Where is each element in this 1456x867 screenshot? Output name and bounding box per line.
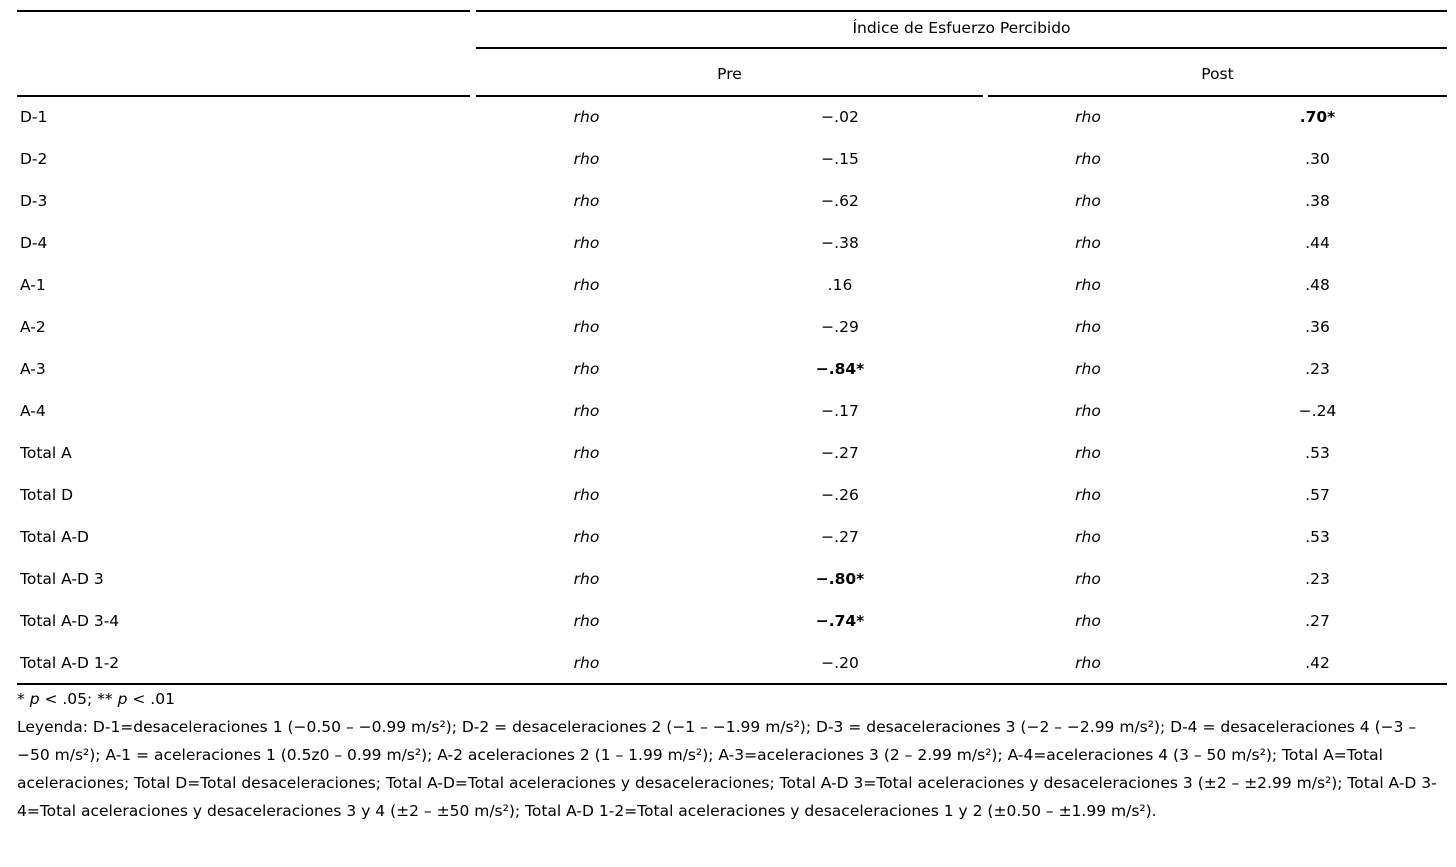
- table-rule-header-left: [17, 95, 470, 97]
- sig-end: < .01: [127, 690, 175, 708]
- stat-symbol-pre: rho: [573, 654, 600, 672]
- post-value: .53: [1305, 444, 1330, 462]
- pre-value: −.20: [821, 654, 859, 672]
- row-label: D-4: [20, 234, 48, 252]
- stat-symbol-pre: rho: [573, 234, 600, 252]
- stat-symbol-pre: rho: [573, 528, 600, 546]
- post-value: .70*: [1299, 108, 1336, 126]
- post-value: .23: [1305, 570, 1330, 588]
- stat-symbol-post: rho: [1075, 150, 1101, 168]
- pre-value: .16: [827, 276, 853, 294]
- pre-value: −.26: [821, 486, 859, 504]
- legend-text: Leyenda: D-1=desaceleraciones 1 (−0.50 –…: [17, 718, 1437, 820]
- stat-symbol-pre: rho: [573, 444, 600, 462]
- stat-symbol-post: rho: [1075, 192, 1101, 210]
- row-label: D-2: [20, 150, 48, 168]
- stat-symbol-pre: rho: [573, 360, 600, 378]
- stat-symbol-pre: rho: [573, 612, 600, 630]
- post-value: .42: [1305, 654, 1330, 672]
- stat-symbol-pre: rho: [573, 108, 600, 126]
- stat-symbol-post: rho: [1075, 528, 1101, 546]
- pre-value: −.62: [821, 192, 859, 210]
- pre-value: −.27: [821, 444, 859, 462]
- stat-symbol-post: rho: [1075, 360, 1101, 378]
- row-label: Total A-D: [20, 528, 89, 546]
- table-rule-top-right: [476, 10, 1447, 12]
- sig-p1: p: [29, 690, 40, 708]
- row-label: D-1: [20, 108, 48, 126]
- row-label: D-3: [20, 192, 48, 210]
- post-value: −.24: [1298, 402, 1337, 420]
- stat-symbol-post: rho: [1075, 234, 1101, 252]
- sig-star: *: [17, 690, 30, 708]
- row-label: A-4: [20, 402, 46, 420]
- pre-value: −.17: [821, 402, 859, 420]
- stat-symbol-post: rho: [1075, 318, 1101, 336]
- pre-value: −.15: [821, 150, 859, 168]
- pre-value: −.84*: [815, 360, 865, 378]
- stat-symbol-pre: rho: [573, 402, 600, 420]
- pre-value: −.80*: [815, 570, 865, 588]
- significance-note: * p < .05; ** p < .01: [17, 685, 1441, 713]
- column-header-pre: Pre: [717, 65, 742, 83]
- pre-value: −.74*: [815, 612, 865, 630]
- stat-symbol-post: rho: [1075, 444, 1101, 462]
- stat-symbol-post: rho: [1075, 402, 1101, 420]
- correlation-table-body: D-1 rho −.02 rho .70* D-2 rho −.15 rho .30 D-3 rho −…: [17, 96, 1447, 684]
- pre-value: −.29: [821, 318, 859, 336]
- stat-symbol-post: rho: [1075, 570, 1101, 588]
- table-footnotes: * p < .05; ** p < .01 Leyenda: D-1=desac…: [17, 685, 1441, 825]
- table-rule-top-left: [17, 10, 470, 12]
- post-value: .27: [1305, 612, 1330, 630]
- post-value: .36: [1305, 318, 1330, 336]
- table-rule-under-post: [988, 95, 1447, 97]
- post-value: .38: [1305, 192, 1330, 210]
- row-label: Total A-D 3: [20, 570, 104, 588]
- table-rule-under-pre: [476, 95, 983, 97]
- post-value: .57: [1305, 486, 1330, 504]
- stat-symbol-pre: rho: [573, 318, 600, 336]
- paper-table-page: Índice de Esfuerzo Percibido Pre Post D-…: [17, 0, 1447, 867]
- row-label: Total D: [20, 486, 74, 504]
- post-value: .48: [1305, 276, 1330, 294]
- row-label: Total A-D 1-2: [20, 654, 120, 672]
- table-rule-under-spanner: [476, 47, 1447, 49]
- row-label: A-3: [20, 360, 46, 378]
- stat-symbol-post: rho: [1075, 276, 1101, 294]
- post-value: .30: [1305, 150, 1330, 168]
- stat-symbol-pre: rho: [573, 276, 600, 294]
- row-label: Total A-D 3-4: [20, 612, 120, 630]
- pre-value: −.02: [821, 108, 859, 126]
- stat-symbol-pre: rho: [573, 150, 600, 168]
- stat-symbol-post: rho: [1075, 108, 1101, 126]
- post-value: .44: [1305, 234, 1330, 252]
- stat-symbol-post: rho: [1075, 654, 1101, 672]
- post-value: .53: [1305, 528, 1330, 546]
- table-spanner-title: Índice de Esfuerzo Percibido: [852, 19, 1071, 37]
- stat-symbol-post: rho: [1075, 486, 1101, 504]
- stat-symbol-pre: rho: [573, 486, 600, 504]
- table-rule-bottom: [17, 683, 1447, 685]
- pre-value: −.38: [821, 234, 859, 252]
- row-label: A-2: [20, 318, 46, 336]
- stat-symbol-pre: rho: [573, 570, 600, 588]
- sig-p2: p: [117, 690, 128, 708]
- stat-symbol-pre: rho: [573, 192, 600, 210]
- pre-value: −.27: [821, 528, 859, 546]
- sig-mid: < .05; **: [39, 690, 118, 708]
- row-label: Total A: [20, 444, 72, 462]
- post-value: .23: [1305, 360, 1330, 378]
- column-header-post: Post: [1201, 65, 1234, 83]
- row-label: A-1: [20, 276, 46, 294]
- stat-symbol-post: rho: [1075, 612, 1101, 630]
